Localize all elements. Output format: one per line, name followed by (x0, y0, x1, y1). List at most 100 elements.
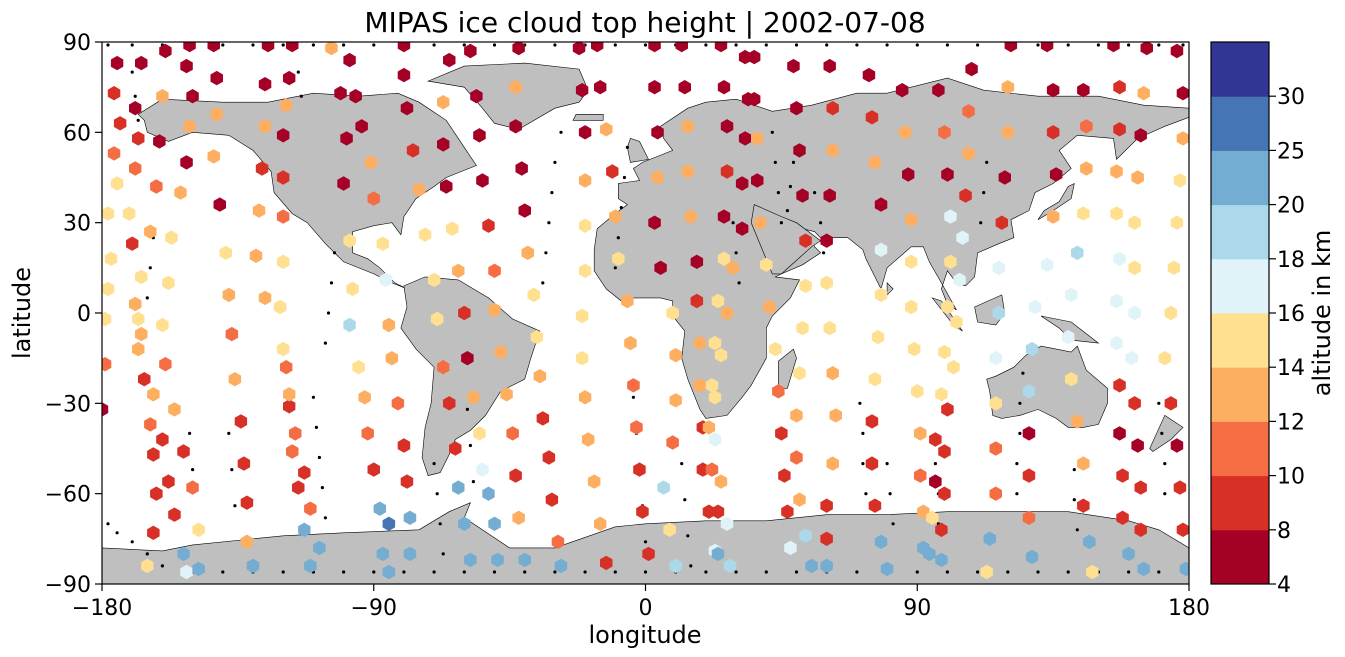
colorbar-tick-label: 10 (1277, 465, 1305, 490)
data-point (334, 86, 347, 101)
colorbar-segment (1211, 150, 1269, 206)
data-point (1071, 414, 1084, 429)
track-dot (221, 570, 225, 574)
data-point (1137, 86, 1150, 101)
track-dot (441, 552, 445, 556)
colorbar-segment (1211, 313, 1269, 368)
data-point (908, 341, 921, 357)
data-point (911, 384, 924, 399)
track-dot (864, 492, 868, 496)
track-dot (544, 251, 548, 255)
data-point (129, 161, 142, 176)
data-point (790, 450, 803, 465)
track-dot (323, 516, 327, 520)
data-point (379, 272, 393, 288)
data-point (258, 119, 272, 134)
data-point (636, 504, 649, 519)
data-point (210, 107, 223, 122)
data-point (126, 236, 139, 251)
data-point (464, 552, 477, 568)
colorbar-tick-label: 8 (1277, 519, 1291, 544)
data-point (110, 176, 124, 191)
data-point (135, 269, 148, 285)
data-point (763, 299, 776, 315)
data-point (276, 209, 290, 224)
track-dot (233, 504, 237, 508)
data-point (1176, 522, 1189, 537)
track-dot (622, 175, 627, 180)
data-point (823, 58, 836, 74)
track-dot (1157, 401, 1161, 405)
track-dot (559, 130, 563, 134)
data-point (1080, 161, 1093, 176)
track-dot (550, 191, 554, 195)
track-dot (885, 462, 889, 466)
data-point (572, 42, 586, 56)
data-point (953, 272, 966, 288)
data-point (174, 185, 187, 200)
data-point (648, 42, 661, 53)
data-point (225, 326, 239, 342)
data-point (826, 366, 839, 381)
data-point (1125, 351, 1138, 366)
data-point (397, 67, 411, 83)
track-dot (468, 443, 472, 448)
data-point (159, 43, 172, 59)
data-point (1137, 561, 1150, 577)
data-point (578, 125, 592, 140)
data-point (1113, 426, 1126, 441)
data-point (980, 564, 993, 580)
data-point (1170, 215, 1184, 230)
track-dot (773, 160, 777, 164)
data-point (443, 396, 456, 411)
data-point (1113, 378, 1126, 393)
data-point (935, 552, 948, 568)
data-point (941, 167, 954, 182)
data-point (406, 143, 420, 158)
track-dot (317, 455, 321, 460)
track-dot (1066, 570, 1070, 574)
data-point (304, 501, 317, 516)
data-point (129, 101, 142, 116)
track-dot (770, 130, 774, 134)
track-dot (435, 492, 439, 496)
data-point (258, 77, 272, 92)
data-point (437, 95, 450, 110)
data-point (102, 311, 112, 327)
data-point (1170, 43, 1184, 59)
data-point (512, 510, 525, 525)
track-dot (891, 522, 895, 526)
data-point (874, 287, 888, 303)
track-dot (462, 570, 466, 574)
data-point (542, 450, 556, 465)
data-point (606, 164, 619, 179)
data-point (874, 242, 888, 257)
data-point (784, 540, 797, 556)
data-point (735, 221, 749, 236)
data-point (452, 263, 465, 278)
data-point (600, 555, 613, 571)
data-point (283, 387, 296, 402)
data-point (367, 462, 380, 477)
track-dot (311, 395, 315, 399)
data-point (666, 435, 679, 450)
data-point (799, 278, 812, 294)
track-dot (1015, 462, 1019, 466)
data-point (944, 209, 957, 224)
track-dot (191, 468, 195, 472)
data-point (1128, 260, 1141, 275)
data-point (255, 161, 269, 176)
data-point (1040, 42, 1054, 53)
data-point (805, 558, 818, 574)
data-point (135, 326, 148, 342)
data-point (578, 218, 592, 233)
track-dot (785, 209, 790, 213)
track-dot (145, 552, 149, 556)
track-dot (686, 534, 690, 538)
data-point (793, 492, 806, 507)
data-point (1128, 305, 1141, 321)
data-point (575, 83, 589, 98)
data-point (364, 155, 377, 170)
data-point (147, 525, 160, 540)
data-point (868, 372, 882, 387)
